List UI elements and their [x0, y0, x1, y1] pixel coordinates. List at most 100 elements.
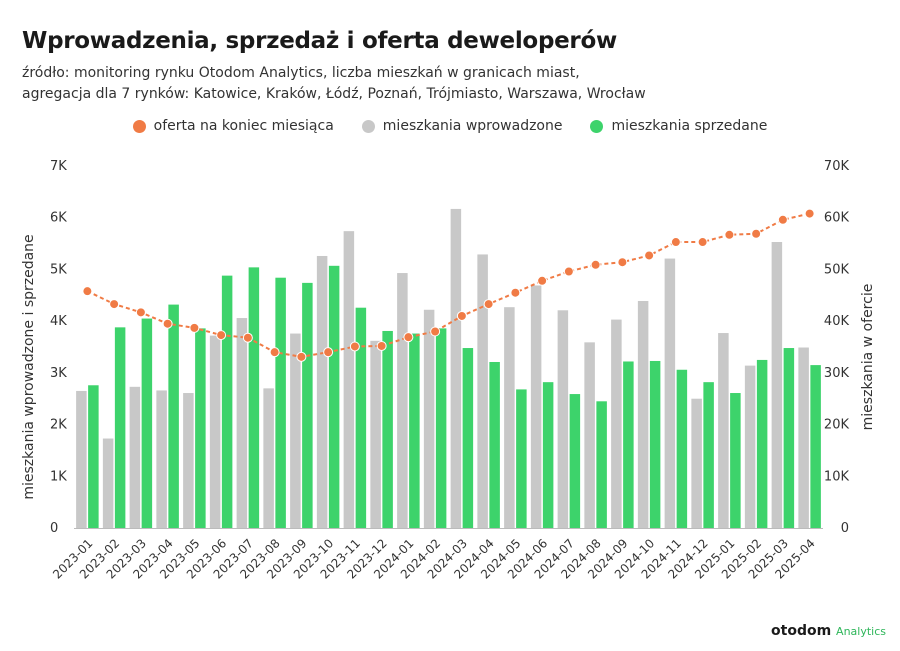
bar-sold — [302, 282, 313, 528]
bar-introduced — [798, 347, 809, 528]
bar-sold — [221, 275, 233, 528]
y-left-tick-label: 7K — [50, 159, 67, 174]
offer-point — [777, 214, 788, 225]
bar-introduced — [423, 309, 435, 528]
chart-title: Wprowadzenia, sprzedaż i oferta dewelope… — [22, 28, 617, 54]
offer-point — [296, 351, 307, 362]
offer-point — [724, 229, 735, 240]
bar-sold — [355, 307, 367, 528]
offer-point — [376, 340, 387, 351]
bar-sold — [542, 382, 554, 528]
legend-swatch-offer — [132, 119, 146, 133]
bar-introduced — [691, 398, 702, 528]
y-right-tick-label: 70K — [824, 159, 850, 174]
bar-introduced — [504, 307, 515, 528]
offer-point — [537, 275, 548, 286]
y-right-tick-label: 60K — [824, 211, 850, 226]
offer-point — [563, 266, 574, 277]
y-right-tick-label: 30K — [824, 366, 850, 381]
legend-item-sold: mieszkania sprzedane — [590, 118, 767, 134]
offer-point — [697, 237, 708, 248]
bar-sold — [275, 277, 286, 528]
offer-point — [670, 237, 681, 248]
bar-sold — [195, 328, 206, 528]
logo-sub: Analytics — [836, 625, 886, 638]
bar-introduced — [557, 310, 569, 528]
offer-point — [189, 322, 200, 333]
bar-sold — [810, 365, 821, 528]
offer-point — [483, 299, 494, 310]
legend-item-offer: oferta na koniec miesiąca — [132, 118, 334, 134]
y-left-tick-label: 3K — [50, 366, 67, 381]
y-left-tick-label: 1K — [50, 469, 67, 484]
bar-sold — [409, 333, 420, 528]
logo-brand: otodom — [771, 623, 832, 639]
bar-sold — [141, 318, 153, 528]
bar-sold — [248, 267, 260, 528]
bar-introduced — [209, 335, 221, 528]
bar-sold — [756, 359, 768, 528]
bar-sold — [489, 361, 500, 528]
offer-point — [510, 287, 521, 298]
offer-point — [590, 259, 601, 270]
bar-sold — [569, 394, 581, 528]
bar-introduced — [450, 208, 462, 528]
legend-label-offer: oferta na koniec miesiąca — [153, 118, 334, 134]
bar-introduced — [102, 438, 114, 528]
bar-introduced — [637, 300, 649, 528]
bar-introduced — [76, 390, 87, 528]
offer-point — [349, 341, 360, 352]
offer-point — [617, 257, 628, 268]
legend-swatch-introduced — [361, 119, 375, 133]
bar-introduced — [343, 231, 355, 528]
bar-sold — [88, 385, 99, 528]
offer-point — [456, 310, 467, 321]
y-left-tick-label: 6K — [50, 211, 67, 226]
bar-sold — [114, 327, 126, 528]
bar-introduced — [771, 242, 783, 528]
bar-sold — [676, 369, 688, 528]
bar-introduced — [129, 386, 141, 528]
y-right-tick-label: 0 — [841, 521, 849, 536]
bar-introduced — [263, 388, 274, 528]
bar-introduced — [611, 319, 622, 528]
offer-point — [403, 332, 414, 343]
bar-sold — [623, 361, 634, 528]
bar-sold — [328, 265, 340, 528]
bar-sold — [649, 360, 661, 528]
offer-point — [751, 228, 762, 239]
offer-point — [242, 332, 253, 343]
y-right-tick-label: 40K — [824, 314, 850, 329]
otodom-analytics-logo: otodom Analytics — [771, 623, 886, 639]
bar-introduced — [156, 390, 167, 528]
y-right-tick-label: 50K — [824, 262, 850, 277]
offer-point — [804, 208, 815, 219]
bar-sold — [783, 348, 795, 528]
bar-introduced — [370, 340, 381, 528]
bar-introduced — [183, 393, 194, 528]
y-right-tick-label: 20K — [824, 418, 850, 433]
bar-sold — [435, 328, 447, 528]
legend-swatch-sold — [590, 119, 604, 133]
legend-label-sold: mieszkania sprzedane — [611, 118, 768, 134]
offer-point — [135, 307, 146, 318]
bar-introduced — [584, 342, 595, 528]
y-left-axis-title: mieszkania wprowadzone i sprzedane — [21, 234, 37, 499]
subtitle-line-2: agregacja dla 7 rynków: Katowice, Kraków… — [22, 86, 646, 102]
subtitle-line-1: źródło: monitoring rynku Otodom Analytic… — [22, 65, 580, 81]
offer-line — [86, 212, 810, 358]
bar-introduced — [290, 333, 301, 528]
offer-point — [269, 347, 280, 358]
bar-sold — [730, 393, 741, 528]
y-left-tick-label: 2K — [50, 418, 67, 433]
legend-label-introduced: mieszkania wprowadzone — [382, 118, 563, 134]
bar-sold — [596, 401, 607, 528]
bar-introduced — [236, 318, 248, 528]
offer-point — [162, 318, 173, 329]
bar-introduced — [316, 255, 328, 529]
offer-point — [82, 286, 93, 297]
bar-introduced — [664, 258, 676, 528]
y-right-axis-title: mieszkania w ofercie — [860, 284, 876, 431]
bar-sold — [382, 330, 393, 528]
